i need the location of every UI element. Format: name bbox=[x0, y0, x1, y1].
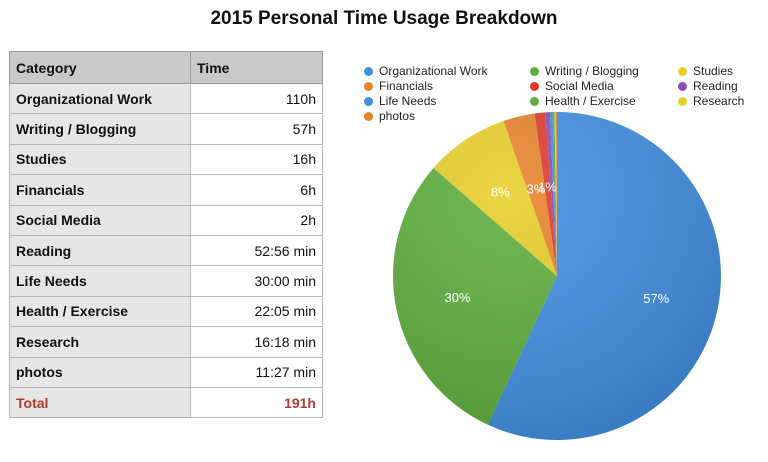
table-row: Organizational Work 110h bbox=[9, 82, 323, 115]
time-usage-table: Category Time Organizational Work 110h W… bbox=[9, 51, 323, 419]
chart-title: 2015 Personal Time Usage Breakdown bbox=[210, 8, 558, 29]
row-category: Research bbox=[9, 326, 191, 358]
row-time: 2h bbox=[190, 204, 323, 236]
row-time: 30:00 min bbox=[190, 265, 323, 297]
legend-label: Writing / Blogging bbox=[545, 64, 639, 78]
row-category: Financials bbox=[9, 174, 191, 206]
legend-label: Reading bbox=[693, 79, 738, 93]
slice-percent-label: 8% bbox=[491, 185, 510, 200]
legend-item: photos bbox=[364, 109, 415, 123]
table-row: Health / Exercise 22:05 min bbox=[9, 295, 323, 328]
legend-label: Research bbox=[693, 94, 745, 108]
table-row: Financials 6h bbox=[9, 174, 323, 206]
legend-item: Reading bbox=[678, 79, 738, 93]
row-time: 6h bbox=[190, 174, 323, 206]
slice-percent-label: 1% bbox=[538, 179, 557, 194]
legend-item: Studies bbox=[678, 64, 733, 78]
legend-item: Health / Exercise bbox=[530, 94, 636, 108]
legend-item: Research bbox=[678, 94, 744, 108]
legend-swatch bbox=[364, 67, 373, 76]
legend-item: Organizational Work bbox=[364, 64, 488, 78]
table-row: Studies 16h bbox=[9, 143, 323, 176]
pie-shading bbox=[393, 112, 721, 440]
table-row: Reading 52:56 min bbox=[9, 234, 323, 267]
legend-item: Writing / Blogging bbox=[530, 64, 639, 78]
legend-item: Social Media bbox=[530, 79, 614, 93]
slice-percent-label: 57% bbox=[643, 291, 669, 306]
legend-label: Social Media bbox=[545, 79, 614, 93]
row-category: Organizational Work bbox=[9, 82, 191, 115]
legend-swatch bbox=[364, 82, 373, 91]
legend-label: Organizational Work bbox=[379, 64, 488, 78]
legend-item: Financials bbox=[364, 79, 433, 93]
row-time: 110h bbox=[190, 82, 323, 115]
slice-percent-label: 30% bbox=[445, 290, 471, 305]
legend-swatch bbox=[364, 97, 373, 106]
header-time: Time bbox=[190, 51, 323, 84]
legend-swatch bbox=[678, 97, 687, 106]
total-row: Total 191h bbox=[9, 386, 323, 419]
legend-label: Life Needs bbox=[379, 94, 437, 108]
slice-percent-label: 3% bbox=[527, 181, 546, 196]
legend-label: photos bbox=[379, 109, 416, 123]
row-category: Health / Exercise bbox=[9, 295, 191, 328]
legend-swatch bbox=[530, 67, 539, 76]
row-time: 57h bbox=[190, 113, 323, 145]
legend-label: Financials bbox=[379, 79, 434, 93]
row-category: Studies bbox=[9, 143, 191, 176]
total-value: 191h bbox=[190, 386, 323, 419]
row-category: Reading bbox=[9, 234, 191, 267]
row-time: 16h bbox=[190, 143, 323, 176]
table-row: photos 11:27 min bbox=[9, 356, 323, 388]
row-category: Writing / Blogging bbox=[9, 113, 191, 145]
legend-label: Studies bbox=[693, 64, 734, 78]
table-row: Writing / Blogging 57h bbox=[9, 113, 323, 145]
legend-swatch bbox=[678, 67, 687, 76]
legend-item: Life Needs bbox=[364, 94, 436, 108]
table-header-row: Category Time bbox=[9, 51, 323, 84]
total-label: Total bbox=[9, 386, 191, 419]
row-time: 22:05 min bbox=[190, 295, 323, 328]
legend-swatch bbox=[530, 82, 539, 91]
row-time: 16:18 min bbox=[190, 326, 323, 358]
legend-label: Health / Exercise bbox=[545, 94, 636, 108]
legend-swatch bbox=[364, 112, 373, 121]
legend-swatch bbox=[530, 97, 539, 106]
row-time: 11:27 min bbox=[190, 356, 323, 388]
table-row: Research 16:18 min bbox=[9, 326, 323, 358]
legend-swatch bbox=[678, 82, 687, 91]
row-category: Social Media bbox=[9, 204, 191, 236]
table-row: Social Media 2h bbox=[9, 204, 323, 236]
